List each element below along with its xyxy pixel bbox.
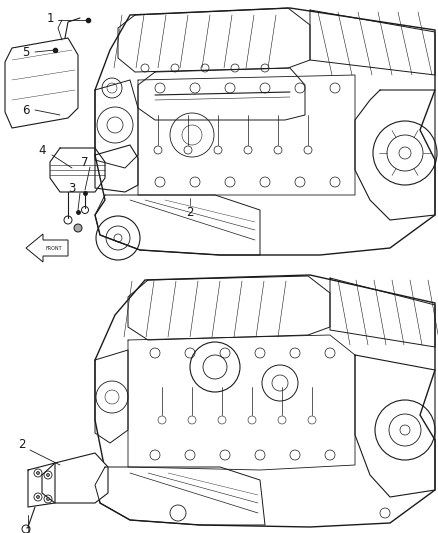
Circle shape bbox=[36, 496, 39, 498]
Polygon shape bbox=[95, 8, 435, 255]
Polygon shape bbox=[42, 453, 108, 503]
Circle shape bbox=[74, 224, 82, 232]
Text: 2: 2 bbox=[18, 439, 26, 451]
Text: 1: 1 bbox=[46, 12, 54, 25]
Text: 6: 6 bbox=[22, 103, 30, 117]
Text: 7: 7 bbox=[81, 156, 89, 168]
Text: 1: 1 bbox=[24, 527, 32, 533]
Polygon shape bbox=[95, 275, 435, 527]
Circle shape bbox=[36, 472, 39, 474]
Circle shape bbox=[46, 497, 49, 500]
Text: FRONT: FRONT bbox=[46, 246, 62, 251]
Circle shape bbox=[46, 473, 49, 477]
Text: 2: 2 bbox=[186, 206, 194, 219]
Text: 3: 3 bbox=[68, 182, 76, 195]
Polygon shape bbox=[5, 38, 78, 128]
Polygon shape bbox=[26, 234, 68, 262]
Text: 4: 4 bbox=[38, 143, 46, 157]
Text: 5: 5 bbox=[22, 45, 30, 59]
